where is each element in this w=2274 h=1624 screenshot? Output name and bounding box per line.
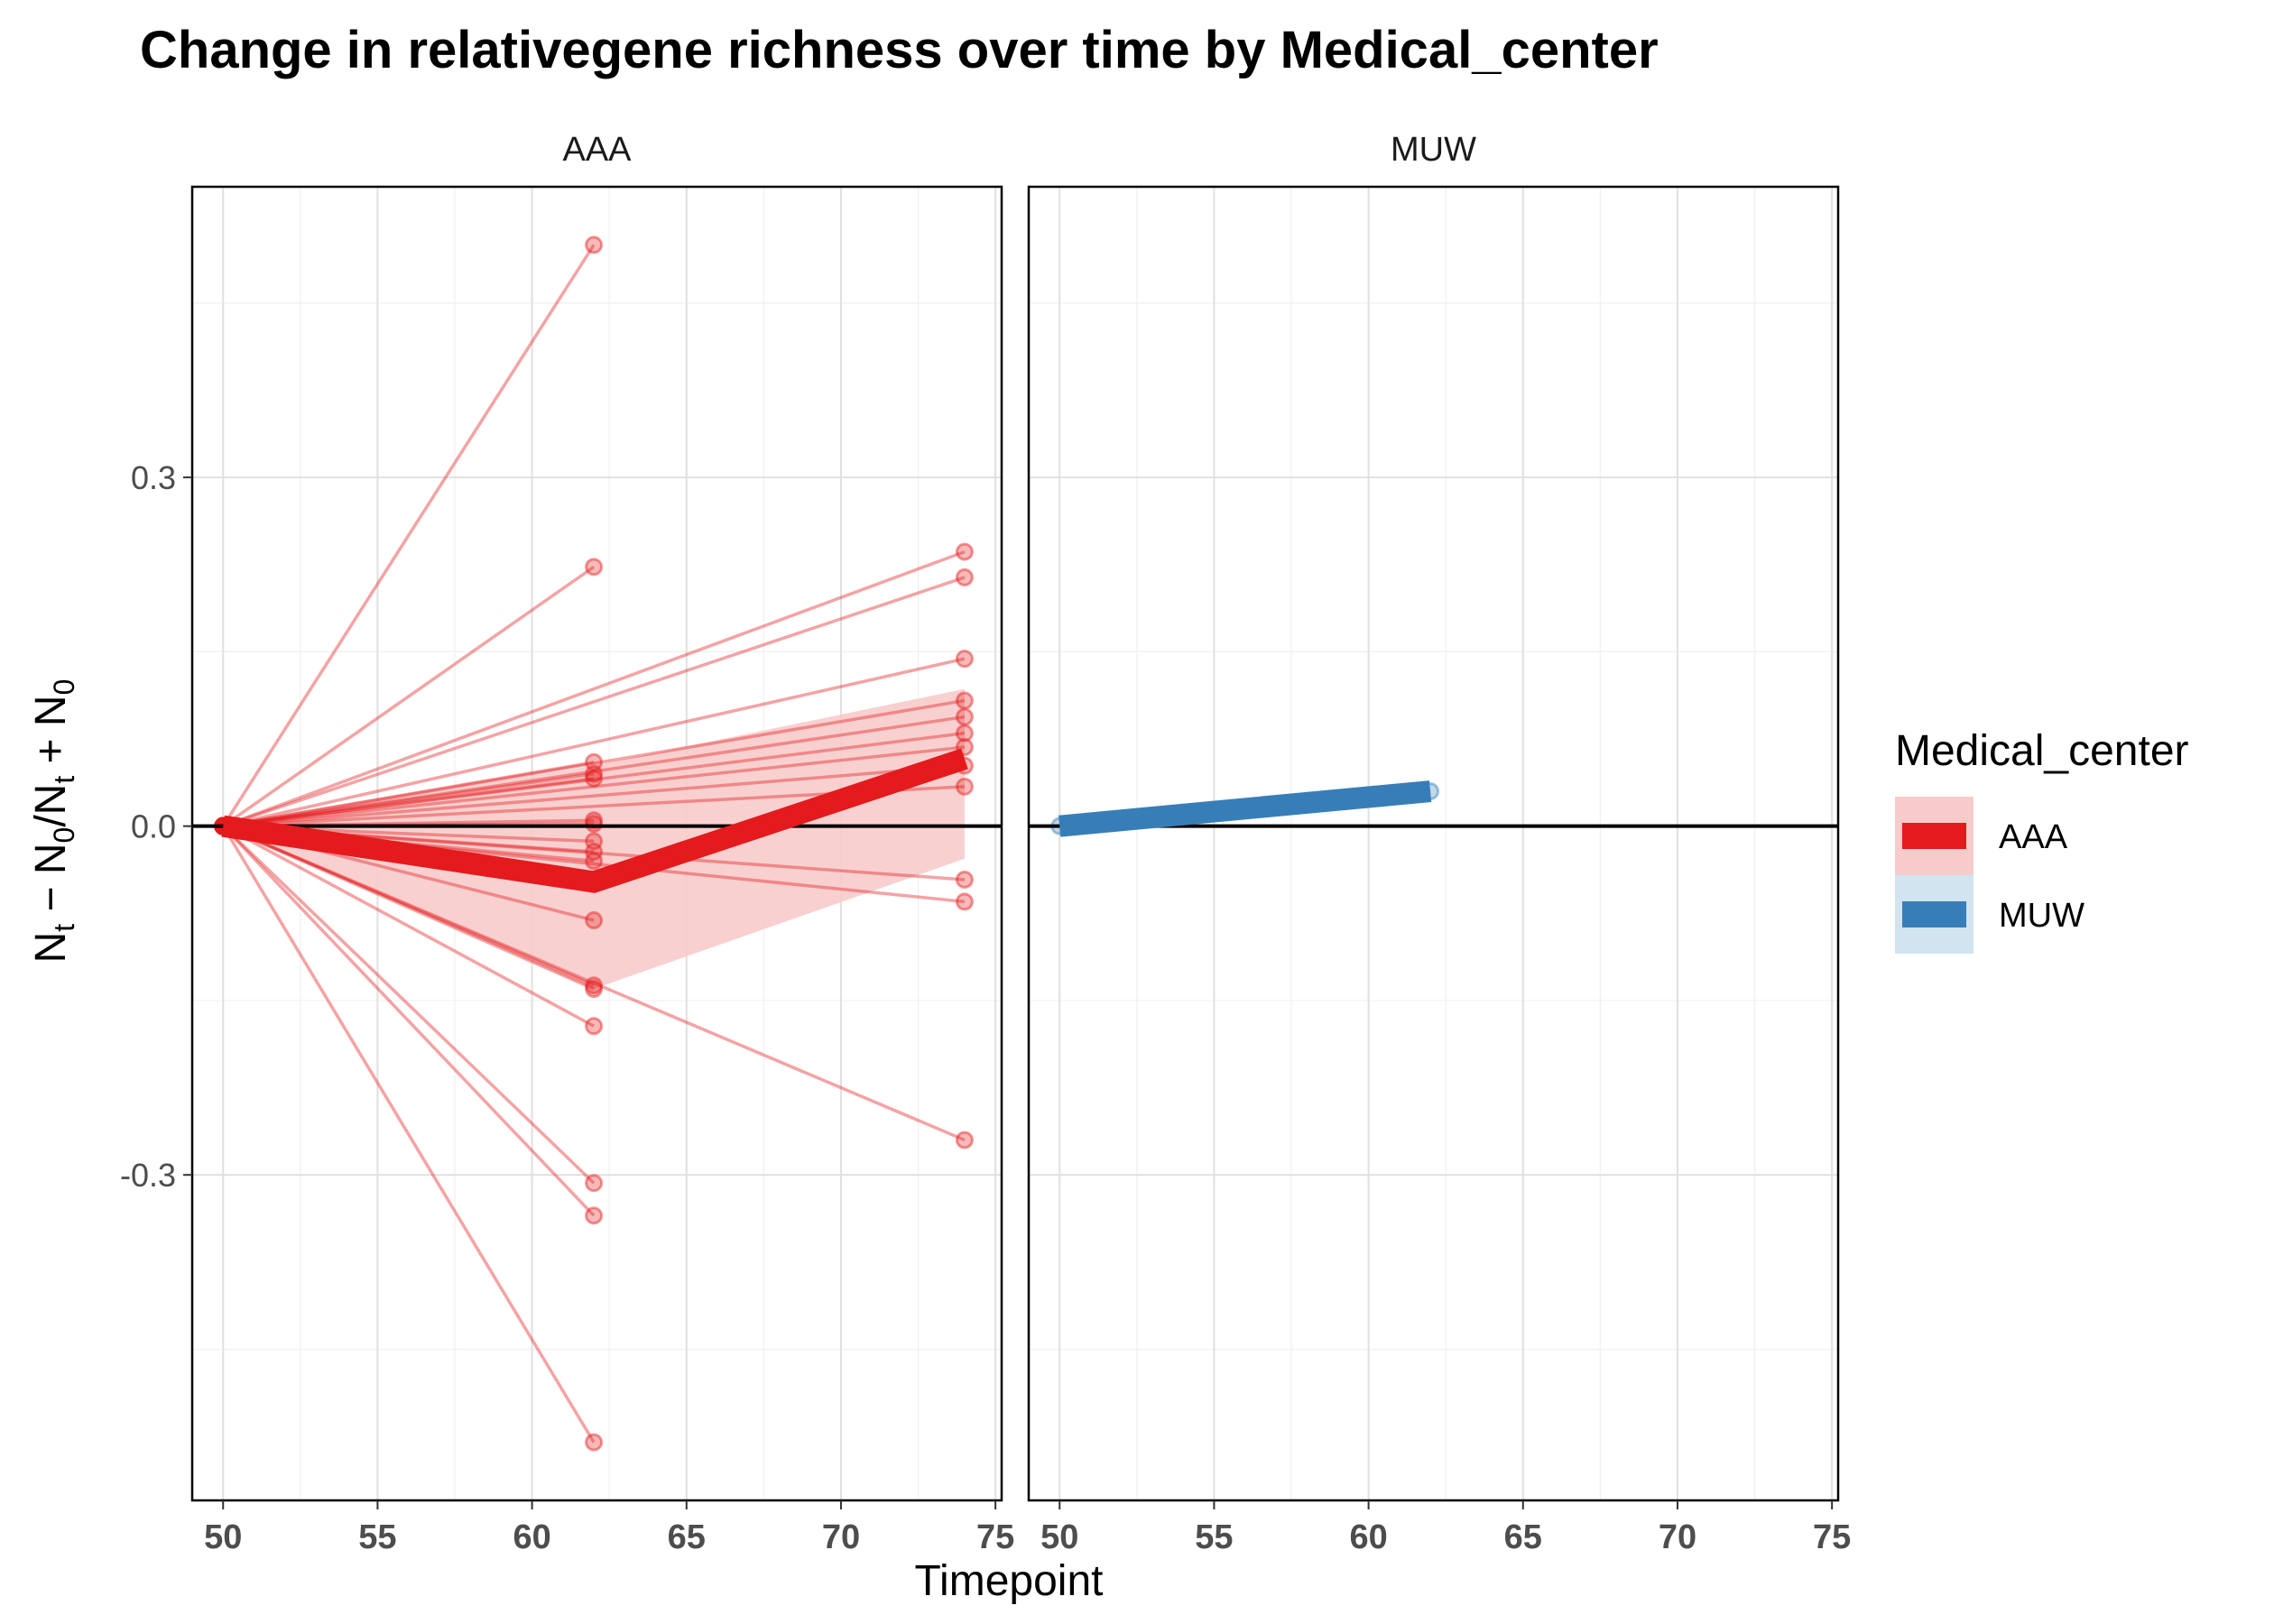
x-tick-label: 55 bbox=[358, 1518, 396, 1556]
y-label-sub: 0 bbox=[48, 827, 80, 844]
x-tick-label: 60 bbox=[1349, 1518, 1387, 1556]
data-point bbox=[955, 650, 974, 669]
data-point bbox=[955, 567, 974, 586]
data-point bbox=[955, 1130, 974, 1149]
data-point bbox=[585, 976, 604, 995]
subject-line bbox=[222, 549, 966, 828]
data-point bbox=[955, 707, 974, 726]
subject-line bbox=[222, 825, 966, 1142]
data-point bbox=[585, 752, 604, 771]
svg-text:Nt − N0/Nt + N0: Nt − N0/Nt + N0 bbox=[27, 679, 80, 964]
confidence-ribbon bbox=[223, 688, 965, 990]
subject-line bbox=[221, 244, 596, 827]
data-point bbox=[585, 843, 604, 862]
subject-line bbox=[221, 825, 596, 1217]
data-point bbox=[585, 980, 604, 999]
x-tick-label: 60 bbox=[513, 1518, 550, 1556]
data-point bbox=[585, 558, 604, 577]
subject-line bbox=[222, 771, 595, 828]
legend-key-swatch bbox=[1902, 901, 1966, 927]
data-point bbox=[955, 777, 974, 796]
y-axis-label: Nt − N0/Nt + N0 bbox=[27, 679, 80, 964]
y-label-part: − N bbox=[27, 843, 75, 923]
legend-key-swatch bbox=[1902, 823, 1966, 849]
data-point bbox=[955, 870, 974, 889]
subject-line bbox=[222, 657, 966, 828]
data-point bbox=[585, 1433, 604, 1452]
facet-strip-label: MUW bbox=[1391, 131, 1476, 169]
y-label-sub: 0 bbox=[48, 679, 80, 696]
x-tick-label: 70 bbox=[1659, 1518, 1696, 1556]
data-point bbox=[585, 852, 604, 871]
subject-line bbox=[222, 698, 966, 828]
x-tick-label: 70 bbox=[822, 1518, 860, 1556]
data-point bbox=[585, 911, 604, 930]
legend: Medical_center AAA MUW bbox=[1895, 727, 2189, 954]
y-label-part: N bbox=[27, 932, 75, 964]
legend-label: AAA bbox=[1999, 818, 2068, 856]
x-tick-label: 50 bbox=[1040, 1518, 1078, 1556]
panel-border bbox=[190, 185, 1003, 1502]
data-point bbox=[955, 892, 974, 911]
data-point bbox=[585, 769, 604, 788]
subject-line bbox=[222, 825, 595, 1028]
subject-line bbox=[223, 731, 966, 828]
data-point bbox=[955, 542, 974, 561]
facet-panel-aaa: AAA 50 55 60 65 70 75 -0.3 0.0 0.3 bbox=[120, 131, 1014, 1556]
x-tick-label: 55 bbox=[1195, 1518, 1233, 1556]
data-point bbox=[585, 832, 604, 851]
data-point bbox=[585, 1206, 604, 1225]
data-point bbox=[955, 724, 974, 743]
subject-line bbox=[222, 761, 595, 828]
y-label-sub: t bbox=[48, 924, 80, 932]
y-label-sub: t bbox=[48, 776, 80, 784]
panel-border bbox=[1027, 185, 1840, 1502]
subject-line bbox=[222, 576, 966, 828]
subject-line bbox=[223, 777, 595, 828]
data-point bbox=[585, 811, 604, 830]
subject-line bbox=[221, 825, 596, 1444]
chart-title: Change in relativegene richness over tim… bbox=[140, 21, 1659, 79]
y-label-part: /N bbox=[27, 784, 75, 827]
mean-line bbox=[1058, 780, 1432, 837]
subject-line bbox=[222, 825, 595, 987]
data-point bbox=[585, 815, 604, 834]
y-tick-label: 0.0 bbox=[131, 808, 176, 845]
y-label-part: + N bbox=[27, 695, 75, 775]
subject-line bbox=[222, 565, 596, 828]
data-point bbox=[585, 764, 604, 783]
x-tick-label: 75 bbox=[1813, 1518, 1851, 1556]
legend-label: MUW bbox=[1999, 897, 2084, 935]
y-tick-label: -0.3 bbox=[120, 1157, 176, 1194]
subject-line bbox=[222, 825, 595, 991]
subject-line bbox=[223, 763, 966, 828]
data-point bbox=[585, 1017, 604, 1036]
facet-strip-label: AAA bbox=[562, 131, 632, 169]
panel-background bbox=[1029, 187, 1838, 1500]
x-tick-label: 75 bbox=[976, 1518, 1014, 1556]
subject-line bbox=[222, 715, 966, 828]
data-point bbox=[585, 235, 604, 254]
legend-title: Medical_center bbox=[1895, 727, 2189, 775]
facet-panel-muw: MUW 50 55 60 65 70 75 bbox=[1027, 131, 1851, 1556]
data-point bbox=[585, 1174, 604, 1193]
x-tick-label: 50 bbox=[204, 1518, 242, 1556]
x-axis-label: Timepoint bbox=[915, 1557, 1104, 1605]
plot-layer: AAA 50 55 60 65 70 75 -0.3 0.0 0.3 MUW 50 55 60 65 70 75 bbox=[120, 131, 1851, 1556]
x-tick-label: 65 bbox=[1504, 1518, 1542, 1556]
subject-line bbox=[222, 825, 596, 1185]
subject-line bbox=[223, 745, 966, 828]
mean-line bbox=[221, 748, 968, 893]
data-point bbox=[955, 691, 974, 710]
y-tick-label: 0.3 bbox=[131, 459, 176, 496]
x-tick-label: 65 bbox=[668, 1518, 706, 1556]
